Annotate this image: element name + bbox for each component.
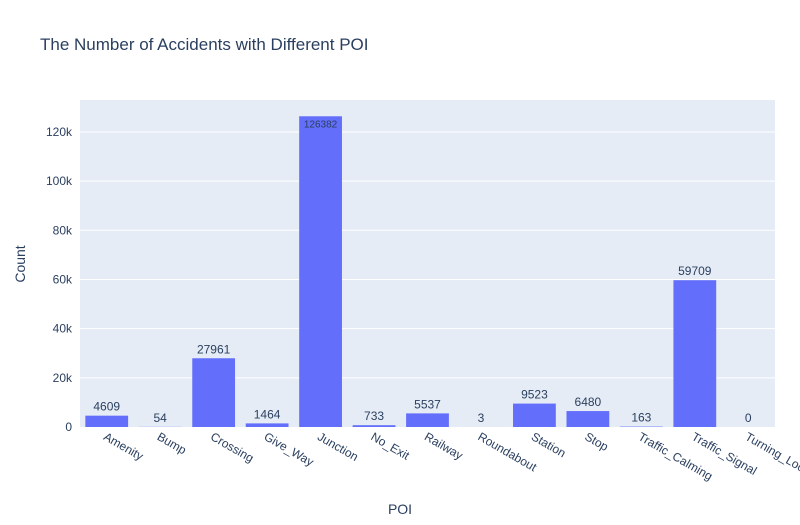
bar-data-label: 126382 [304, 119, 338, 130]
bar [566, 411, 610, 427]
bar-data-label: 6480 [575, 395, 602, 409]
bar [406, 413, 449, 427]
y-tick-label: 0 [65, 420, 72, 434]
y-tick-label: 20k [53, 371, 73, 385]
x-tick-label: Give_Way [262, 429, 317, 469]
x-tick-label: Roundabout [475, 429, 539, 474]
bar [299, 116, 342, 427]
bar [85, 415, 129, 427]
bar-data-label: 163 [631, 411, 651, 425]
bar [673, 280, 717, 427]
bar-data-label: 3 [478, 411, 485, 425]
chart-title: The Number of Accidents with Different P… [40, 35, 369, 54]
bar [513, 403, 556, 427]
x-tick-label: Railway [422, 429, 465, 462]
y-tick-label: 80k [53, 223, 73, 237]
x-axis-label: POI [388, 501, 412, 517]
x-tick-label: Amenity [101, 429, 146, 463]
x-tick-label: Station [529, 429, 568, 460]
bar-data-label: 9523 [521, 388, 548, 402]
y-tick-label: 60k [53, 272, 73, 286]
y-tick-label: 100k [46, 174, 73, 188]
y-axis-ticks: 0 20k 40k 60k 80k 100k 120k [46, 125, 73, 434]
x-tick-label: Junction [315, 429, 361, 463]
bars [85, 116, 717, 427]
bar-data-label: 27961 [197, 342, 231, 356]
y-tick-label: 40k [53, 322, 73, 336]
bar-data-label: 4609 [93, 400, 120, 414]
bar-data-label: 59709 [678, 264, 712, 278]
x-tick-label: Bump [155, 429, 189, 457]
bar [192, 358, 236, 427]
y-tick-label: 120k [46, 125, 73, 139]
bar-data-label: 1464 [254, 407, 281, 421]
bar-data-label: 54 [154, 411, 168, 425]
bar [245, 423, 289, 427]
x-tick-label: Crossing [208, 429, 256, 465]
x-tick-label: Stop [582, 429, 611, 454]
bar-data-label: 733 [364, 409, 384, 423]
bar-data-labels: 4609 54 27961 1464 126382 733 5537 3 9523 6480 163… [93, 119, 752, 425]
bar-data-label: 5537 [414, 397, 441, 411]
y-axis-label: Count [12, 245, 28, 282]
bar [352, 425, 396, 427]
x-tick-label: No_Exit [369, 429, 413, 462]
bar-data-label: 0 [745, 411, 752, 425]
